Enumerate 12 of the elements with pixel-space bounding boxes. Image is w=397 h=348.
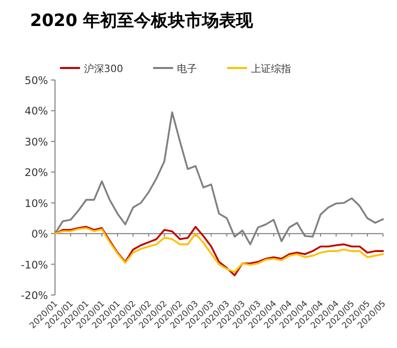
y-tick-label: -20%: [20, 290, 48, 302]
y-tick-label: 30%: [24, 136, 48, 148]
y-tick-label: 20%: [24, 167, 48, 180]
legend-label: 上证综指: [251, 63, 292, 75]
y-tick-label: 0%: [31, 228, 48, 241]
y-tick-label: 40%: [24, 106, 48, 118]
y-tick-label: 10%: [24, 198, 48, 210]
y-tick-label: 50%: [24, 75, 48, 87]
chart-title: 2020 年初至今板块市场表现: [30, 11, 254, 31]
legend-label: 电子: [177, 63, 198, 75]
y-tick-label: -10%: [20, 259, 48, 272]
legend-label: 沪深300: [84, 63, 124, 75]
